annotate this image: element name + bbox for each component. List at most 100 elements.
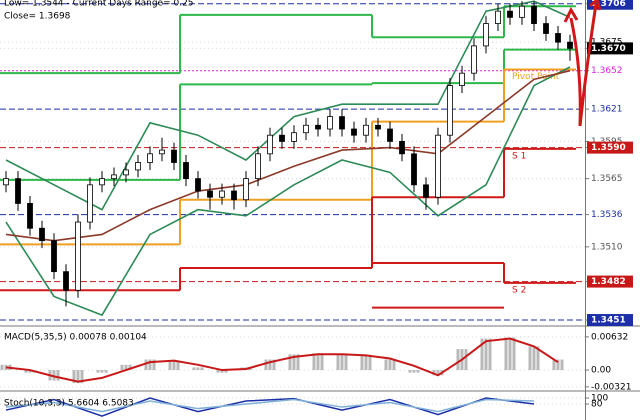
header-text: Close= 1.3698 — [4, 12, 71, 22]
stoch-line — [5, 397, 535, 417]
candle-body — [567, 41, 573, 49]
macd-bar — [368, 355, 372, 371]
candle-body — [435, 134, 441, 198]
stoch-label: Stoch(10,3,3) 5.6604 6.5083 — [4, 399, 134, 409]
tick-label-box — [587, 42, 633, 55]
candle-body — [147, 153, 153, 163]
candle-body — [243, 178, 249, 201]
candle-body — [231, 190, 237, 201]
y-tick-label: 1.3652 — [591, 66, 623, 76]
indicator-line — [5, 0, 571, 211]
macd-bar — [52, 370, 56, 381]
macd-bar — [0, 364, 4, 371]
macd-bar — [152, 359, 156, 371]
macd-bar — [340, 354, 344, 371]
macd-bar — [224, 370, 228, 373]
y-tick-label: 1.3706 — [591, 0, 626, 9]
macd-bar — [320, 353, 324, 371]
candle-body — [87, 184, 93, 223]
candle-body — [63, 271, 69, 291]
candle-body — [471, 45, 477, 74]
candle-body — [195, 178, 201, 192]
macd-bar — [408, 370, 412, 373]
tick-label-box — [587, 141, 633, 154]
level-label: S 2 — [512, 285, 526, 295]
macd-bar — [484, 338, 488, 371]
macd-bar — [556, 359, 560, 371]
indicator-line — [5, 66, 571, 317]
macd-bar — [508, 337, 512, 371]
y-tick-label: 0.00632 — [591, 332, 628, 342]
macd-bar — [560, 359, 564, 371]
candle-body — [411, 153, 417, 186]
macd-bar — [220, 370, 224, 373]
candle-body — [531, 5, 537, 24]
y-tick-label: 1.3621 — [591, 105, 623, 115]
macd-bar — [344, 354, 348, 371]
macd-bar — [412, 370, 416, 373]
macd-bar — [532, 346, 536, 371]
macd-bar — [56, 370, 60, 381]
macd-bar — [268, 359, 272, 371]
candle-body — [351, 128, 357, 136]
candle-body — [363, 124, 369, 136]
candle-body — [111, 174, 117, 180]
macd-bar — [384, 359, 388, 371]
candle-body — [339, 116, 345, 130]
macd-bar — [272, 359, 276, 371]
tick-label-box — [587, 0, 633, 10]
macd-bar — [128, 364, 132, 371]
candle-body — [459, 72, 465, 86]
macd-bar — [456, 349, 460, 371]
y-tick-label: 100 — [591, 394, 608, 404]
candle-body — [75, 221, 81, 291]
candle-body — [255, 153, 261, 180]
macd-bar — [24, 370, 28, 373]
macd-bar — [316, 353, 320, 371]
macd-bar — [216, 370, 220, 373]
macd-bar — [168, 360, 172, 371]
candle-body — [3, 178, 9, 186]
candle-body — [123, 169, 129, 176]
candle-body — [483, 23, 489, 47]
candle-body — [303, 124, 309, 134]
candle-body — [291, 132, 297, 142]
macd-bar — [104, 370, 108, 373]
tick-label-box — [587, 314, 633, 327]
stoch-lines — [5, 397, 535, 417]
macd-bar — [528, 346, 532, 371]
candle-body — [279, 134, 285, 142]
y-tick-label: -0.00321 — [591, 382, 631, 392]
candle-body — [267, 134, 273, 155]
macd-bar — [416, 370, 420, 373]
arrow-annotation — [569, 3, 598, 127]
candle-body — [375, 124, 381, 130]
macd-bar — [312, 353, 316, 371]
candle-body — [39, 227, 45, 242]
candle-body — [519, 5, 525, 18]
macd-bar — [144, 359, 148, 371]
macd-bar — [264, 359, 268, 371]
candle-body — [543, 23, 549, 34]
macd-bar — [196, 367, 200, 371]
candle-body — [327, 116, 333, 130]
y-tick-label: 1.3482 — [591, 277, 626, 287]
macd-signal — [5, 337, 559, 383]
candle-body — [507, 10, 513, 18]
level-label: Pivot Point — [512, 72, 560, 82]
level-label: S 1 — [512, 151, 526, 161]
y-tick-label: 1.3565 — [591, 174, 623, 184]
candle-body — [135, 162, 141, 171]
y-tick-label: 80 — [591, 400, 603, 410]
macd-bar — [480, 338, 484, 371]
candle-body — [51, 240, 57, 273]
macd-bar — [464, 349, 468, 371]
macd-bar — [360, 355, 364, 371]
macd-bar — [120, 364, 124, 371]
macd-bar — [296, 354, 300, 371]
candle-body — [387, 128, 393, 142]
macd-bar — [124, 364, 128, 371]
header-text: Low= 1.3544 - Current Days Range= 0.25 — [4, 0, 194, 9]
y-tick-label: 1.3590 — [591, 143, 626, 153]
macd-bar — [200, 367, 204, 371]
